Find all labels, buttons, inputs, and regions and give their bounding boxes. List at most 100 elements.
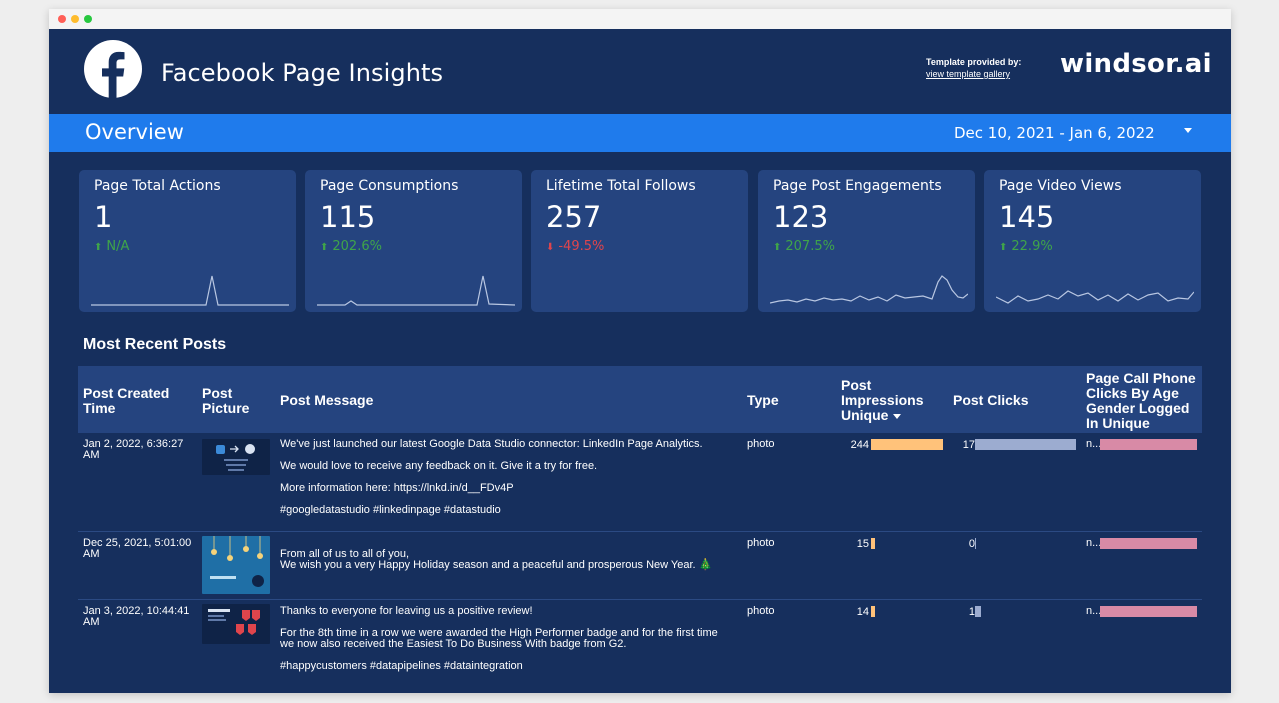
impressions-bar	[871, 439, 943, 450]
clicks-bar	[975, 439, 1076, 450]
cell-created: Dec 25, 2021, 5:01:00 AM	[83, 537, 192, 560]
windsor-logo: windsor.ai	[1060, 49, 1212, 79]
scorecard-value: 257	[546, 200, 602, 234]
scorecard-delta: ⬇ -49.5%	[546, 239, 604, 254]
scorecard-label: Page Total Actions	[94, 178, 221, 194]
scorecard-value: 1	[94, 200, 113, 234]
impressions-value: 14	[856, 606, 869, 618]
scorecard-delta-value: 202.6%	[332, 239, 382, 254]
scorecard-delta: ⬆ N/A	[94, 239, 129, 254]
post-thumbnail[interactable]	[202, 536, 270, 594]
scorecard-page-total-actions: Page Total Actions 1 ⬆ N/A	[79, 170, 296, 312]
column-header-clicks[interactable]: Post Clicks	[953, 392, 1029, 408]
post-thumbnail[interactable]	[202, 439, 270, 475]
sparkline-chart	[317, 275, 515, 306]
facebook-logo-icon	[84, 40, 142, 98]
scorecard-value: 115	[320, 200, 376, 234]
sort-descending-icon[interactable]	[893, 413, 902, 419]
cell-call-clicks: n...	[1086, 537, 1102, 549]
scorecard-label: Page Consumptions	[320, 178, 459, 194]
post-thumbnail[interactable]	[202, 604, 270, 644]
scorecard-delta: ⬆ 207.5%	[773, 239, 835, 254]
page-title: Facebook Page Insights	[161, 59, 444, 87]
template-credit: Template provided by: view template gall…	[926, 56, 1021, 80]
column-header-impressions[interactable]: Post Impressions Unique	[841, 378, 936, 423]
minimize-dot-icon[interactable]	[71, 15, 79, 23]
sparkline-chart	[996, 290, 1194, 304]
scorecard-lifetime-total-follows: Lifetime Total Follows 257 ⬇ -49.5%	[531, 170, 748, 312]
dashboard-window: Facebook Page Insights Template provided…	[49, 9, 1231, 693]
scorecard-value: 145	[999, 200, 1055, 234]
column-header-type[interactable]: Type	[747, 392, 779, 408]
column-header-message[interactable]: Post Message	[280, 392, 374, 408]
column-header-picture[interactable]: Post Picture	[202, 385, 250, 416]
arrow-up-icon: ⬆	[999, 242, 1008, 253]
arrow-up-icon: ⬆	[94, 242, 103, 253]
close-dot-icon[interactable]	[58, 15, 66, 23]
clicks-bar	[975, 538, 976, 549]
overview-title: Overview	[85, 120, 184, 144]
maximize-dot-icon[interactable]	[84, 15, 92, 23]
message-paragraph: #googledatastudio #linkedinpage #datastu…	[280, 504, 501, 516]
arrow-up-icon: ⬆	[773, 242, 782, 253]
cell-type: photo	[747, 438, 775, 450]
table-row[interactable]: Jan 3, 2022, 10:44:41 AM Thanks to every…	[78, 600, 1202, 680]
section-title: Most Recent Posts	[83, 336, 227, 353]
column-header-call-clicks[interactable]: Page Call Phone Clicks By Age Gender Log…	[1086, 370, 1196, 431]
arrow-up-icon: ⬆	[320, 242, 329, 253]
message-paragraph: From all of us to all of you, We wish yo…	[280, 548, 713, 571]
call-clicks-bar	[1100, 606, 1197, 617]
cell-call-clicks: n...	[1086, 605, 1102, 617]
message-paragraph: #happycustomers #datapipelines #datainte…	[280, 660, 523, 672]
scorecard-delta-value: 207.5%	[785, 239, 835, 254]
sparkline-chart	[91, 275, 289, 306]
arrow-down-icon: ⬇	[546, 242, 555, 253]
sparkline-chart	[770, 275, 968, 304]
cell-message: We've just launched our latest Google Da…	[280, 439, 730, 527]
chevron-down-icon[interactable]	[1184, 128, 1192, 133]
scorecard-delta: ⬆ 202.6%	[320, 239, 382, 254]
scorecard-label: Lifetime Total Follows	[546, 178, 696, 194]
column-header-created[interactable]: Post Created Time	[83, 385, 170, 416]
cell-type: photo	[747, 537, 775, 549]
cell-created: Jan 2, 2022, 6:36:27 AM	[83, 438, 184, 461]
scorecard-label: Page Video Views	[999, 178, 1122, 194]
overview-bar: Overview Dec 10, 2021 - Jan 6, 2022	[49, 114, 1231, 152]
impressions-value: 15	[856, 538, 869, 550]
call-clicks-bar	[1100, 538, 1197, 549]
scorecard-page-post-engagements: Page Post Engagements 123 ⬆ 207.5%	[758, 170, 975, 312]
message-paragraph: We've just launched our latest Google Da…	[280, 438, 703, 450]
clicks-value: 1	[968, 606, 975, 618]
scorecard-delta-value: -49.5%	[558, 239, 605, 254]
impressions-value: 244	[850, 439, 869, 451]
cell-message: From all of us to all of you, We wish yo…	[280, 538, 730, 593]
scorecard-page-video-views: Page Video Views 145 ⬆ 22.9%	[984, 170, 1201, 312]
message-paragraph: We would love to receive any feedback on…	[280, 460, 598, 472]
scorecard-page-consumptions: Page Consumptions 115 ⬆ 202.6%	[305, 170, 522, 312]
call-clicks-bar	[1100, 439, 1197, 450]
recent-posts-table: Post Created Time Post Picture Post Mess…	[78, 366, 1202, 680]
template-gallery-link[interactable]: view template gallery	[926, 69, 1011, 79]
message-paragraph: Thanks to everyone for leaving us a posi…	[280, 605, 533, 617]
cell-type: photo	[747, 605, 775, 617]
table-header: Post Created Time Post Picture Post Mess…	[78, 366, 1202, 433]
table-row[interactable]: Dec 25, 2021, 5:01:00 AM From all of us …	[78, 532, 1202, 600]
clicks-value: 0	[968, 538, 975, 550]
date-range-picker[interactable]: Dec 10, 2021 - Jan 6, 2022	[954, 124, 1155, 142]
scorecard-label: Page Post Engagements	[773, 178, 942, 194]
table-row[interactable]: Jan 2, 2022, 6:36:27 AM We've just launc…	[78, 433, 1202, 532]
report-header: Facebook Page Insights Template provided…	[49, 29, 1231, 115]
cell-call-clicks: n...	[1086, 438, 1102, 450]
cell-message: Thanks to everyone for leaving us a posi…	[280, 606, 730, 683]
scorecard-delta-value: 22.9%	[1011, 239, 1053, 254]
column-header-impressions-label: Post Impressions Unique	[841, 377, 924, 423]
scorecard-value: 123	[773, 200, 829, 234]
cell-created: Jan 3, 2022, 10:44:41 AM	[83, 605, 190, 628]
template-label: Template provided by:	[926, 57, 1022, 67]
message-paragraph: More information here: https://lnkd.in/d…	[280, 482, 514, 494]
window-titlebar	[49, 9, 1231, 29]
clicks-value: 17	[962, 439, 975, 451]
scorecard-delta: ⬆ 22.9%	[999, 239, 1053, 254]
impressions-bar	[871, 606, 875, 617]
clicks-bar	[975, 606, 981, 617]
